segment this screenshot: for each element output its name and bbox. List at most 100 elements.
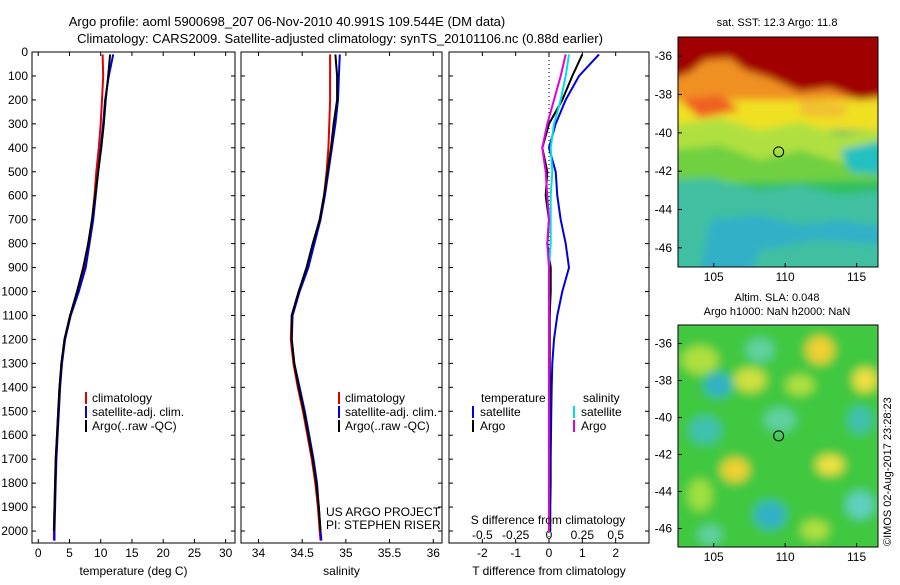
legend-argo-label: Argo(..raw -QC) [345,419,430,433]
depth-tick-label: 100 [8,69,28,83]
x-tick-label: 36 [427,546,441,560]
header-line-1: Argo profile: aoml 5900698_207 06-Nov-20… [69,14,506,29]
sst-map-title: sat. SST: 12.3 Argo: 11.8 [717,17,838,29]
legend-t-argo-label: Argo [480,419,506,433]
series-line-argo [290,54,339,532]
difference-legend: temperature satellite Argo salinity sate… [472,391,622,433]
depth-tick-label: 1500 [1,404,28,418]
depth-tick-label: 1300 [1,356,28,370]
map-y-tick-label: -46 [655,241,673,255]
x-axis-label: temperature (deg C) [79,564,187,578]
salinity-profile-panel: 34 34.5 35 35.5 36 salinity [240,51,443,578]
x-tick-label: 25 [188,546,202,560]
series-line-sal_satellite [548,54,570,531]
x-tick-label: -1 [510,546,521,560]
sla-map-title-line-2: Argo h1000: NaN h2000: NaN [704,306,851,318]
depth-tick-label: 1000 [1,285,28,299]
salinity-legend: climatology satellite-adj. clim. Argo(..… [338,391,437,433]
map-y-tick-label: -42 [655,164,673,178]
depth-tick-label: 200 [8,93,28,107]
top-tick-label: -0.5 [472,528,493,542]
top-tick-label: 0 [546,528,553,542]
x-tick-label: 15 [125,546,139,560]
depth-axis: 0 100 200 300 400 500 600 700 800 900 1000 1100 1200… [1,45,28,538]
top-tick-label: 0.25 [571,528,595,542]
depth-tick-label: 1800 [1,476,28,490]
series-line-argo [52,54,112,532]
x-tick-label: 34.5 [290,546,314,560]
depth-tick-label: 1600 [1,428,28,442]
legend-salinity-title: salinity [583,391,620,405]
top-tick-label: 0.5 [607,528,624,542]
series-line-satellite [548,53,600,531]
map-x-tick-label: 115 [847,270,866,284]
sla-map-frame [677,324,879,548]
map-x-tick-label: 110 [776,550,795,564]
depth-tick-label: 1700 [1,452,28,466]
x-tick-label: 35 [339,546,353,560]
plot-frame [240,51,443,544]
sla-field [678,325,878,547]
map-y-tick-label: -38 [655,88,673,102]
difference-profile-panel: -2 -1 0 1 2 -0.5 -0.25 0 0.25 0.5 T difference fro… [448,51,650,578]
depth-tick-label: 300 [8,117,28,131]
x-axis-label: T difference from climatology [472,564,626,578]
depth-tick-label: 1200 [1,332,28,346]
x-tick-label: 2 [612,546,619,560]
map-x-tick-label: 105 [704,550,724,564]
x-tick-label: 35.5 [378,546,402,560]
x-tick-label: 10 [94,546,108,560]
sla-map [678,325,878,547]
map-y-tick-label: -40 [655,126,673,140]
depth-tick-label: 400 [8,141,28,155]
temperature-legend: climatology satellite-adj. clim. Argo(..… [85,391,184,433]
depth-tick-label: 2000 [1,524,28,538]
series-line-sal_argo [541,54,567,531]
imos-credit: ©IMOS 02-Aug-2017 23:28:23 [882,397,894,546]
depth-tick-label: 1100 [2,308,28,322]
depth-tick-label: 800 [8,237,28,251]
argo-float-marker [773,430,785,442]
project-annotation-line-1: US ARGO PROJECT [326,505,441,519]
s-difference-label: S difference from climatology [471,513,626,527]
map-x-tick-label: 110 [776,270,795,284]
x-tick-label: 30 [219,546,233,560]
temperature-profile-panel: 0 5 10 15 20 25 30 temperature (deg C) [31,51,236,578]
legend-s-satellite-label: satellite [581,405,622,419]
map-y-tick-label: -38 [655,374,673,388]
sst-field [678,37,878,267]
sla-map-axes: 105 110 115 -36 -38 -40 -42 -44 -46 [655,337,867,565]
legend-temperature-title: temperature [481,391,546,405]
depth-tick-label: 1900 [1,500,28,514]
x-tick-label: -2 [477,546,488,560]
legend-satellite-label: satellite-adj. clim. [345,405,437,419]
x-axis-label: salinity [323,564,360,578]
map-y-tick-label: -44 [655,203,673,217]
sla-map-title-line-1: Altim. SLA: 0.048 [735,292,820,304]
legend-climatology-label: climatology [345,391,405,405]
x-tick-label: 0 [546,546,553,560]
map-x-tick-label: 105 [704,270,724,284]
depth-tick-label: 900 [8,261,28,275]
legend-s-argo-label: Argo [581,419,607,433]
top-tick-label: -0.25 [502,528,530,542]
sst-map-frame [677,36,879,268]
series-line-climatology [52,54,105,541]
map-y-tick-label: -44 [655,485,673,499]
header-line-2: Climatology: CARS2009. Satellite-adjuste… [77,31,603,46]
sst-map [678,37,878,267]
legend-argo-label: Argo(..raw -QC) [92,419,177,433]
map-y-tick-label: -36 [655,49,673,63]
x-tick-label: 20 [156,546,170,560]
depth-tick-label: 0 [21,45,28,59]
map-y-tick-label: -42 [655,448,673,462]
x-tick-label: 34 [252,546,266,560]
legend-satellite-label: satellite-adj. clim. [92,405,184,419]
legend-t-satellite-label: satellite [480,405,521,419]
depth-tick-label: 1400 [1,380,28,394]
map-y-tick-label: -46 [655,522,673,536]
plot-frame [31,51,236,544]
depth-tick-label: 500 [8,165,28,179]
project-annotation-line-2: PI: STEPHEN RISER [326,518,441,532]
